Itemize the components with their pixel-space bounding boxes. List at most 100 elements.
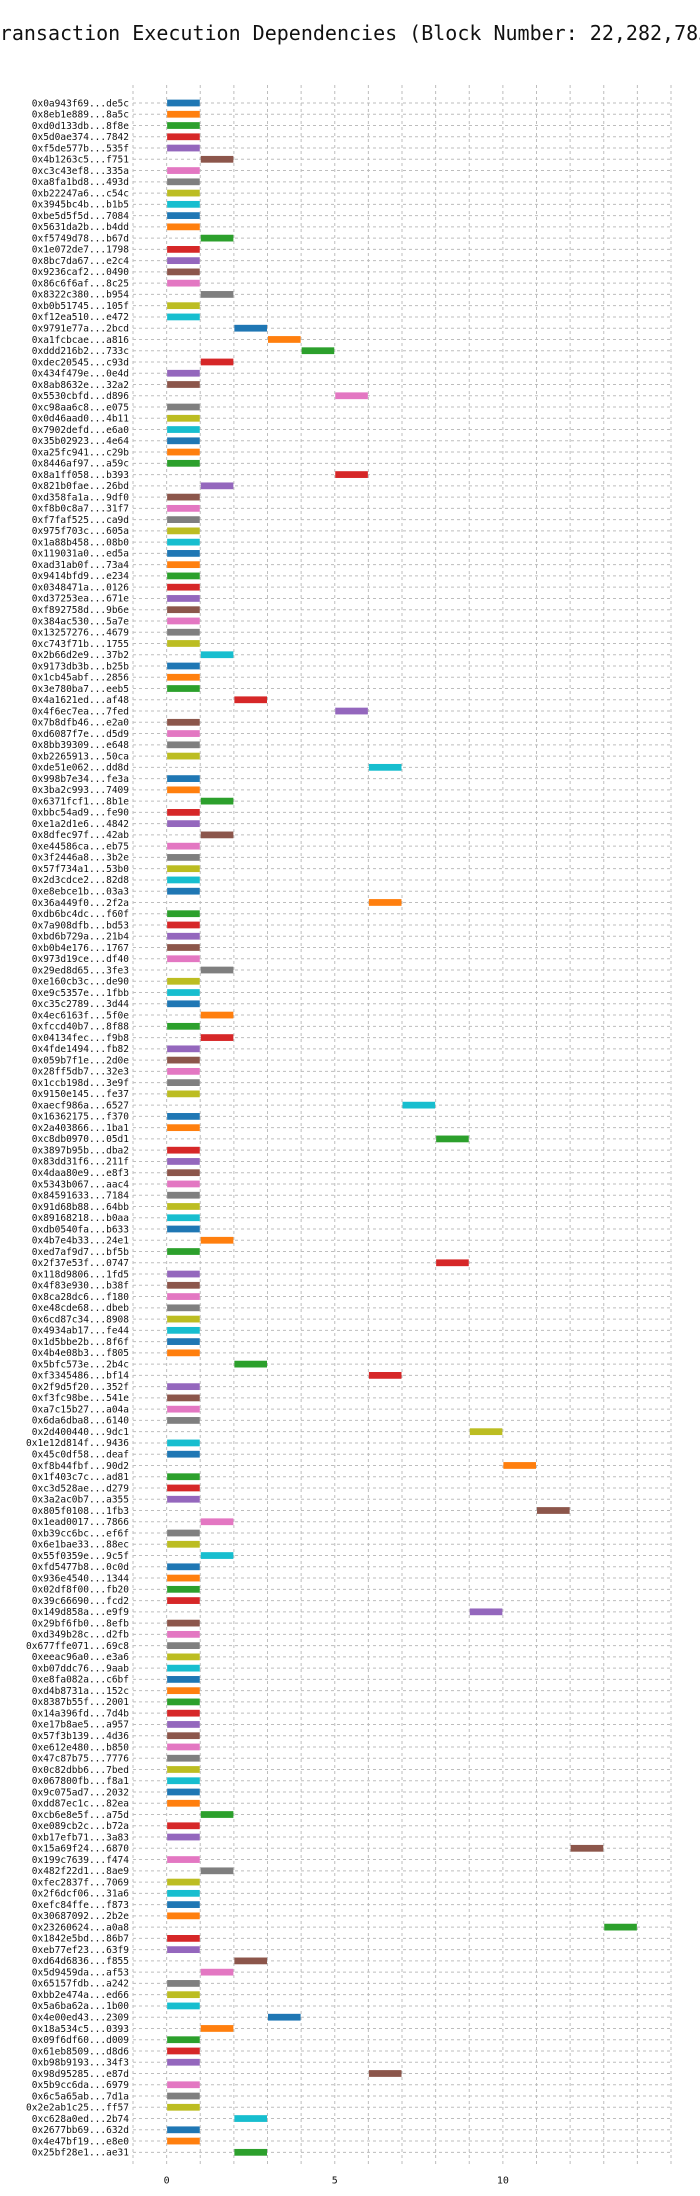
transaction-label: 0x6c5a65ab...7d1a [32, 2091, 129, 2102]
grid-layer [132, 85, 672, 2167]
transaction-bar [167, 1743, 200, 1751]
transaction-label: 0x9791e77a...2bcd [32, 324, 129, 335]
transaction-label: 0x1ead0017...7866 [32, 1517, 130, 1528]
transaction-label: 0x059b7f1e...2d0e [32, 1055, 130, 1066]
transaction-bar [167, 1597, 200, 1604]
transaction-label: 0x6371fcf1...8b1e [32, 796, 130, 807]
transaction-bar [167, 1946, 200, 1954]
transaction-label: 0x4b4e08b3...f805 [32, 1348, 129, 1359]
transaction-label: 0x3f2446a8...3b2e [32, 853, 130, 864]
transaction-bar [167, 133, 200, 141]
transaction-label: 0x067800fb...f8a1 [32, 1776, 130, 1787]
transaction-bar [167, 1856, 200, 1863]
transaction-bar [200, 1811, 234, 1818]
transaction-label: 0x09f6df60...d009 [32, 2035, 130, 2046]
transaction-label: 0x936e4540...1344 [32, 1573, 130, 1584]
transaction-bar [167, 887, 200, 895]
transaction-bar [167, 1090, 200, 1098]
transaction-label: 0xd37253ea...671e [32, 594, 130, 605]
transaction-label: 0x677ffe071...69c8 [26, 1641, 129, 1652]
transaction-label: 0x2d400440...9dc1 [32, 1427, 130, 1438]
transaction-label: 0xed7af9d7...bf5b [32, 1247, 130, 1258]
transaction-bar [167, 1878, 200, 1886]
transaction-label: 0x1e12d814f...9436 [26, 1438, 129, 1449]
transaction-label: 0xf5749d78...b67d [32, 233, 129, 244]
transaction-bar [167, 2058, 200, 2066]
transaction-bar [167, 381, 200, 388]
transaction-label: 0xd4b8731a...152c [32, 1686, 129, 1697]
transaction-bar [167, 369, 200, 377]
transaction-label: 0x2d3cdce2...82d8 [32, 875, 130, 886]
transaction-label: 0x4b7e4b33...24e1 [32, 1236, 130, 1247]
transaction-bar [167, 1248, 200, 1255]
transaction-label: 0x3ba2c993...7409 [32, 785, 130, 796]
transaction-bar [167, 144, 200, 152]
transaction-bar [167, 1642, 200, 1649]
transaction-bar [167, 459, 200, 467]
transaction-label: 0x8387b55f...2001 [32, 1697, 130, 1708]
transaction-bar [335, 707, 368, 715]
transaction-bar [167, 223, 200, 231]
transaction-label: 0xf8b0c8a7...31f7 [32, 504, 129, 515]
transaction-label: 0xd349b28c...d2fb [32, 1630, 130, 1641]
transaction-label: 0xbd6b729a...21b4 [32, 932, 130, 943]
transaction-bar [167, 910, 200, 918]
transaction-label: 0x3e780ba7...eeb5 [32, 684, 129, 695]
transaction-label: 0xdb0540fa...b633 [32, 1224, 129, 1235]
transaction-label: 0x149d858a...e9f9 [32, 1607, 130, 1618]
transaction-bar [167, 1698, 200, 1706]
transaction-label: 0x118d9806...1fd5 [32, 1269, 129, 1280]
transaction-bar [167, 1822, 200, 1830]
transaction-bar [167, 448, 200, 456]
y-axis-labels: 0x0a943f69...de5c0x8eb1e889...8a5c0xd0d1… [26, 98, 129, 2158]
transaction-label: 0xc743f71b...1755 [32, 639, 129, 650]
x-tick-label: 10 [497, 2175, 509, 2186]
transaction-label: 0x89168218...b0aa [32, 1213, 129, 1224]
transaction-bar [167, 1022, 200, 1030]
transaction-label: 0x35b02923...4e64 [32, 436, 130, 447]
transaction-label: 0x8446af97...a59c [32, 459, 129, 470]
transaction-label: 0x65157fdb...a242 [32, 1979, 129, 1990]
transaction-bar [167, 932, 200, 940]
transaction-bar [167, 673, 200, 681]
transaction-bar [167, 1113, 200, 1120]
transaction-label: 0x30687092...2b2e [32, 1911, 130, 1922]
transaction-bar [167, 2081, 200, 2089]
transaction-bar [167, 1056, 200, 1064]
transaction-bar [368, 1372, 402, 1379]
transaction-label: 0x8ca28dc6...f180 [32, 1292, 130, 1303]
transaction-bar [167, 628, 200, 636]
transaction-label: 0x4b1263c5...f751 [32, 155, 130, 166]
transaction-label: 0xde51e062...dd8d [32, 763, 129, 774]
transaction-bar [167, 302, 200, 310]
transaction-label: 0x9236caf2...0490 [32, 267, 130, 278]
transaction-bar [200, 1968, 234, 1976]
transaction-bar [200, 1518, 234, 1526]
transaction-label: 0x4934ab17...fe44 [32, 1326, 130, 1337]
transaction-bar [200, 482, 234, 490]
transaction-label: 0x4f6ec7ea...7fed [32, 706, 129, 717]
transaction-label: 0xf892758d...9b6e [32, 605, 130, 616]
transaction-bar [167, 1293, 200, 1300]
transaction-bar [167, 550, 200, 557]
transaction-bar [167, 504, 200, 512]
transaction-label: 0x18a534c5...0393 [32, 2024, 129, 2035]
transaction-bar [167, 279, 200, 287]
transaction-bar [167, 1146, 200, 1154]
bars-layer [167, 99, 637, 2156]
transaction-label: 0x8ab8632e...32a2 [32, 380, 129, 391]
transaction-label: 0x199c7639...f474 [32, 1855, 130, 1866]
transaction-bar [167, 752, 200, 760]
transaction-bar [167, 685, 200, 692]
transaction-label: 0x5a6ba62a...1b00 [32, 2001, 130, 2012]
transaction-bar [167, 595, 200, 602]
transaction-bar [167, 1383, 200, 1391]
transaction-bar [436, 1259, 469, 1267]
transaction-bar [167, 1799, 200, 1807]
transaction-label: 0xe612e480...b850 [32, 1742, 130, 1753]
transaction-bar [469, 1428, 503, 1436]
transaction-label: 0x47c87b75...7776 [32, 1754, 130, 1765]
transaction-bar [167, 606, 200, 614]
transaction-bar [167, 527, 200, 535]
transaction-label: 0xf3fc98be...541e [32, 1393, 130, 1404]
